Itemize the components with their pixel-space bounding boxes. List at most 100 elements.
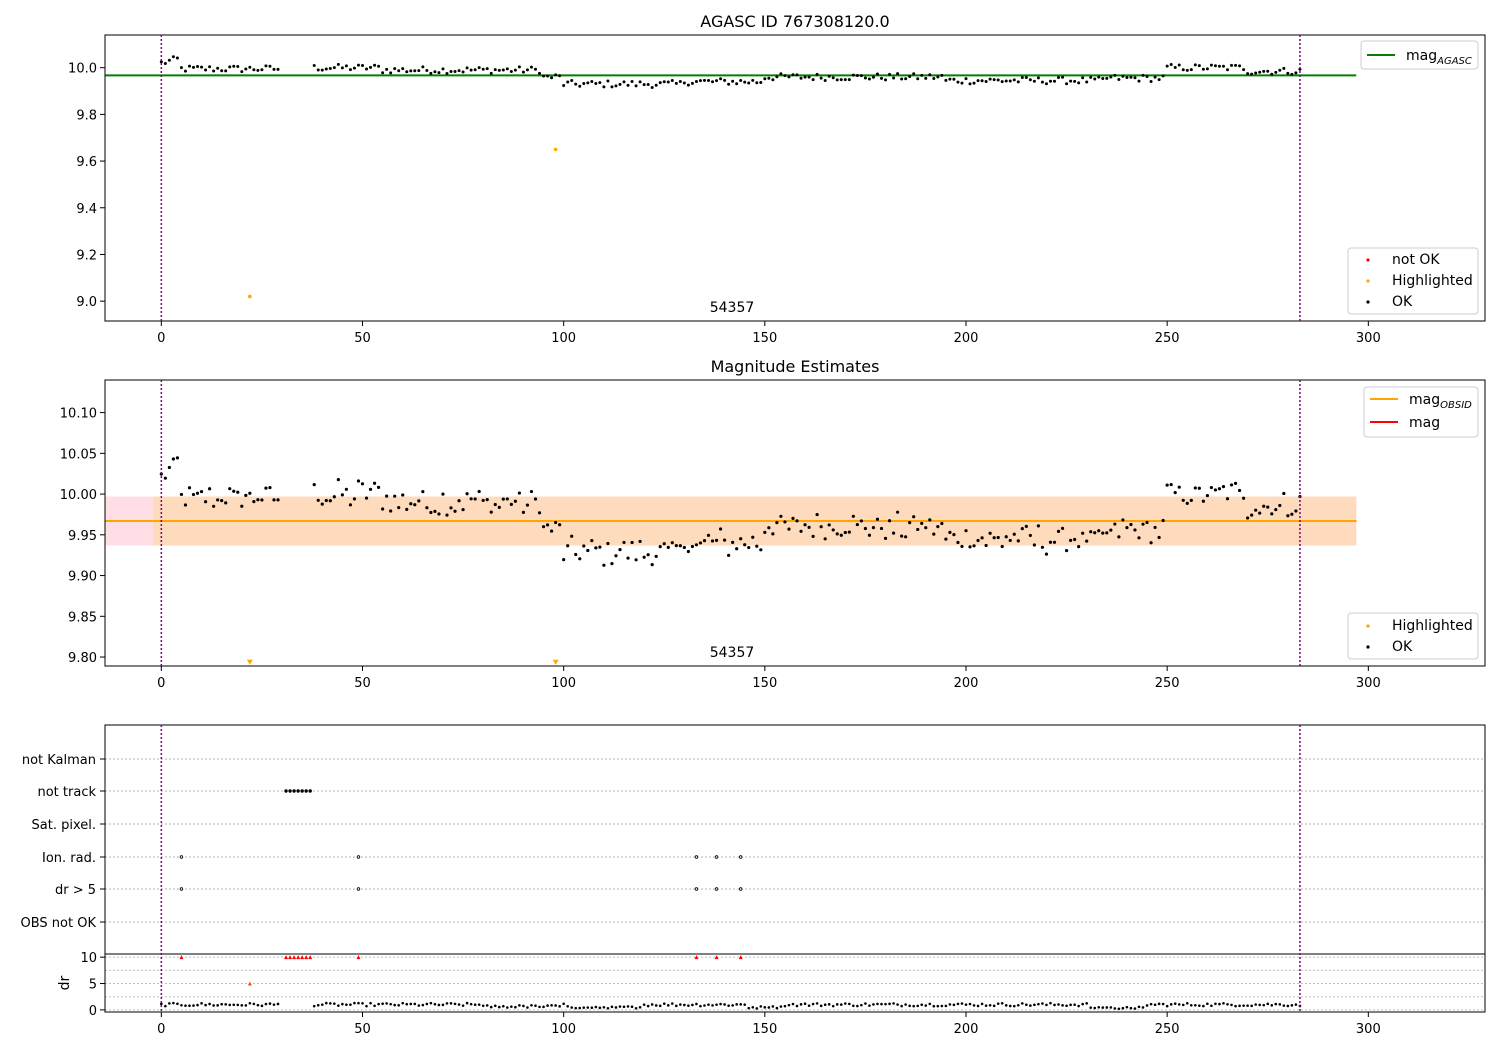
p1-ok-point — [232, 64, 236, 68]
p4-dr-point — [550, 1004, 553, 1007]
p4-dr-point — [992, 1004, 996, 1008]
p4-dr-point — [1105, 1006, 1109, 1009]
p4-dr-point — [337, 1004, 340, 1007]
p1-ytick-label: 9.6 — [76, 155, 97, 170]
p4-dr-point — [538, 1005, 541, 1009]
p1-ok-point — [795, 73, 799, 77]
p4-dr-point — [1161, 1002, 1165, 1006]
p1-ok-point — [336, 62, 340, 66]
p4-dr-point — [650, 1003, 654, 1006]
p1-ok-point — [328, 67, 332, 71]
p3-flag-point — [738, 855, 743, 859]
p1-ok-point — [1036, 76, 1040, 80]
p1-ok-point — [1000, 80, 1004, 84]
p4-dr-point — [759, 1005, 763, 1008]
p4-dr-point — [546, 1004, 549, 1007]
p1-ok-point — [1044, 82, 1048, 86]
p2-ok-point — [340, 493, 344, 497]
p2-ok-point — [1173, 491, 1177, 495]
p2-ok-point — [1056, 529, 1061, 533]
p4-dr-point — [441, 1003, 445, 1007]
p4-dr-point — [453, 1002, 457, 1006]
p4-dr-point — [425, 1002, 429, 1006]
p1-ok-point — [936, 75, 940, 79]
p2-ok-point — [574, 552, 578, 557]
p1-ok-point — [513, 68, 517, 72]
p4-dr-point — [590, 1006, 594, 1010]
p4-dr-point — [397, 1003, 401, 1007]
p1-ok-point — [1209, 63, 1213, 67]
p1-ok-point — [369, 65, 373, 69]
p2-ok-point — [735, 547, 739, 551]
p2-ok-point — [1266, 505, 1270, 509]
p4-dr-point — [654, 1004, 658, 1007]
p4-dr-point — [1254, 1003, 1257, 1006]
p2-ok-point — [751, 535, 755, 539]
p4-dr-point — [715, 1003, 718, 1006]
p1-ok-point — [847, 78, 851, 82]
p1-ok-point — [1012, 78, 1016, 82]
p1-ok-point — [1097, 75, 1101, 79]
p2-ok-point — [1113, 522, 1117, 526]
p1-ok-point — [666, 80, 670, 84]
p1-ok-point — [260, 68, 264, 72]
p1-ok-point — [264, 64, 268, 68]
p4-dr-point — [727, 1004, 730, 1007]
p4-dr-point — [526, 1006, 529, 1009]
p4-dr-point — [799, 1003, 803, 1006]
p4-dr-point — [184, 1004, 187, 1007]
p3-flag-point — [714, 887, 719, 891]
p2-legend-bottom: Highlighted OK — [1347, 612, 1479, 660]
p2-ok-point — [859, 519, 863, 523]
p4-dr-point — [449, 1002, 453, 1005]
p4-dr-point — [968, 1002, 972, 1006]
p4-dr-point — [695, 1002, 698, 1006]
p1-ok-point — [393, 67, 397, 71]
p4-clipped-marker — [179, 955, 184, 960]
p1-ok-point — [421, 65, 425, 69]
p2-ok-point — [473, 497, 477, 501]
p2-ok-point — [1274, 508, 1278, 512]
p1-ok-point — [1181, 68, 1185, 72]
p1-ok-point — [413, 69, 417, 73]
p4-dr-point — [1137, 1005, 1141, 1009]
p1-ok-point — [811, 78, 815, 82]
p1-ok-point — [642, 83, 646, 87]
p1-ok-point — [888, 72, 892, 76]
p1-ok-point — [839, 78, 843, 82]
p2-ok-point — [807, 525, 811, 529]
p4-dr-point — [618, 1005, 622, 1008]
p4-dr-point — [594, 1005, 598, 1009]
p1-ok-point — [340, 66, 344, 70]
p1-ok-point — [365, 67, 369, 71]
p2-ok-point — [1121, 518, 1125, 522]
p2-ok-point — [775, 520, 779, 525]
p1-ytick-label: 9.8 — [76, 108, 97, 123]
p2-ok-point — [336, 478, 340, 482]
p2-ok-point — [1089, 530, 1093, 534]
p4-dr-point — [606, 1006, 610, 1010]
p2-ok-point — [875, 517, 880, 521]
p4-dr-point — [860, 1003, 863, 1007]
p2-ok-point — [819, 525, 823, 529]
p1-ok-point — [381, 71, 385, 75]
p1-ok-point — [803, 75, 807, 79]
p1-ok-point — [799, 76, 803, 80]
p4-dr-point — [389, 1002, 392, 1006]
p4-dr-point — [880, 1002, 883, 1006]
p2-ok-point — [521, 510, 526, 514]
p2-ok-point — [1193, 486, 1197, 490]
p2-ok-point — [248, 491, 252, 495]
p2-ok-point — [694, 543, 699, 547]
p1-ok-point — [928, 73, 932, 77]
p4-dr-point — [168, 1002, 171, 1005]
p2-ok-point — [1254, 508, 1258, 512]
p1-ok-point — [711, 80, 715, 84]
p2-ok-point — [771, 532, 775, 536]
p2-ok-point — [1141, 522, 1145, 526]
p2-ok-point — [244, 493, 248, 497]
p2-ok-point — [481, 498, 485, 503]
p2-ok-point — [690, 544, 695, 549]
p4-dr-point — [329, 1002, 332, 1005]
p4-dr-point — [216, 1004, 219, 1007]
